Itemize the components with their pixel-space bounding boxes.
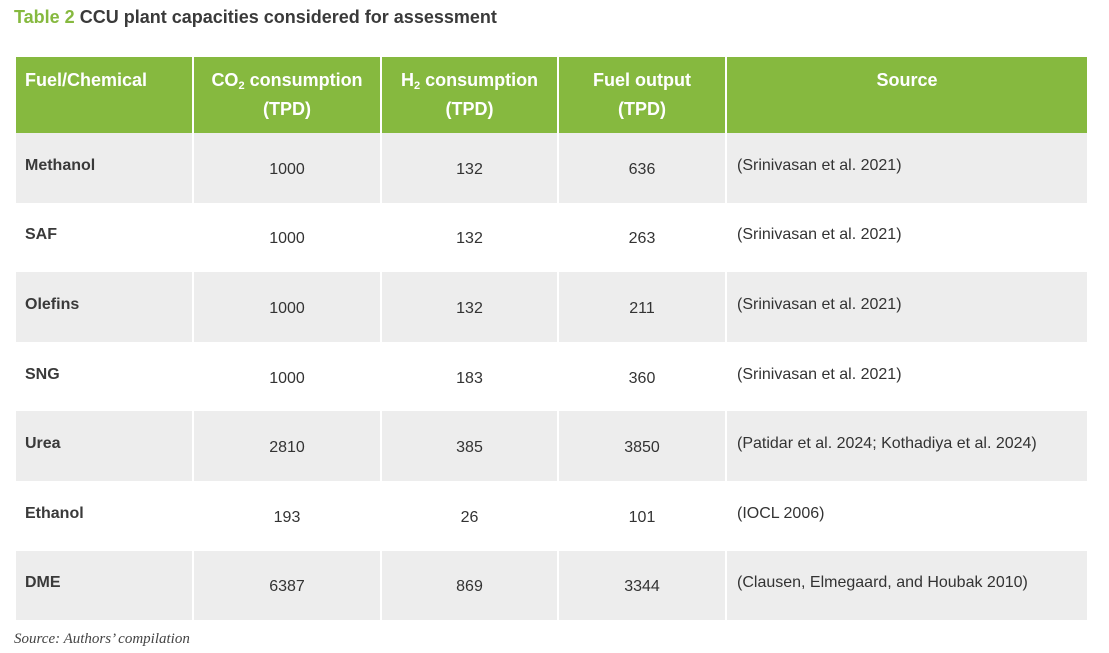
cell-source: (Clausen, Elmegaard, and Houbak 2010) — [725, 550, 1087, 621]
cell-co2: 1000 — [192, 272, 381, 342]
cell-source: (Srinivasan et al. 2021) — [725, 202, 1087, 273]
table-row: SNG 1000 183 360 (Srinivasan et al. 2021… — [16, 341, 1087, 412]
cell-source: (Patidar et al. 2024; Kothadiya et al. 2… — [725, 411, 1087, 481]
table-caption: Table 2 CCU plant capacities considered … — [14, 7, 497, 28]
cell-source: (Srinivasan et al. 2021) — [725, 133, 1087, 203]
cell-output: 360 — [557, 341, 726, 412]
table-row: Ethanol 193 26 101 (IOCL 2006) — [16, 480, 1087, 551]
cell-co2: 1000 — [192, 341, 381, 412]
cell-output: 263 — [557, 202, 726, 273]
cell-co2: 2810 — [192, 411, 381, 481]
table-title: CCU plant capacities considered for asse… — [79, 7, 497, 27]
cell-co2: 1000 — [192, 133, 381, 203]
cell-fuel: SNG — [25, 365, 60, 383]
cell-output: 3850 — [557, 411, 726, 481]
cell-h2: 132 — [380, 202, 558, 273]
header-fuel-output: Fuel output (TPD) — [557, 57, 726, 133]
cell-h2: 869 — [380, 550, 558, 621]
cell-fuel: Olefins — [16, 272, 193, 342]
cell-fuel: SAF — [25, 226, 57, 244]
header-co2-consumption: CO2 consumption (TPD) — [192, 57, 381, 133]
cell-source: (IOCL 2006) — [725, 480, 1087, 551]
header-fuel-chemical: Fuel/Chemical — [16, 57, 193, 133]
cell-h2: 132 — [380, 272, 558, 342]
table-row: SAF 1000 132 263 (Srinivasan et al. 2021… — [16, 202, 1087, 273]
cell-fuel: Urea — [16, 411, 193, 481]
cell-co2: 6387 — [192, 550, 381, 621]
source-note: Source: Authors’ compilation — [14, 631, 190, 647]
cell-source: (Srinivasan et al. 2021) — [725, 272, 1087, 342]
cell-co2: 1000 — [192, 202, 381, 273]
cell-fuel: DME — [16, 550, 193, 621]
cell-output: 211 — [557, 272, 726, 342]
table-row: Methanol 1000 132 636 (Srinivasan et al.… — [16, 133, 1087, 203]
table-row: Urea 2810 385 3850 (Patidar et al. 2024;… — [16, 411, 1087, 481]
capacity-table: Fuel/Chemical CO2 consumption (TPD) H2 co… — [16, 57, 1087, 621]
cell-fuel: Ethanol — [25, 504, 84, 522]
cell-output: 636 — [557, 133, 726, 203]
cell-output: 3344 — [557, 550, 726, 621]
cell-h2: 183 — [380, 341, 558, 412]
cell-h2: 385 — [380, 411, 558, 481]
table-row: Olefins 1000 132 211 (Srinivasan et al. … — [16, 272, 1087, 342]
header-row: Fuel/Chemical CO2 consumption (TPD) H2 co… — [16, 57, 1087, 133]
cell-co2: 193 — [192, 480, 381, 551]
table-number: Table 2 — [14, 7, 75, 27]
table-row: DME 6387 869 3344 (Clausen, Elmegaard, a… — [16, 550, 1087, 621]
cell-h2: 26 — [380, 480, 558, 551]
header-h2-consumption: H2 consumption (TPD) — [380, 57, 558, 133]
cell-h2: 132 — [380, 133, 558, 203]
cell-output: 101 — [557, 480, 726, 551]
cell-source: (Srinivasan et al. 2021) — [725, 341, 1087, 412]
header-source: Source — [725, 57, 1087, 133]
cell-fuel: Methanol — [16, 133, 193, 203]
